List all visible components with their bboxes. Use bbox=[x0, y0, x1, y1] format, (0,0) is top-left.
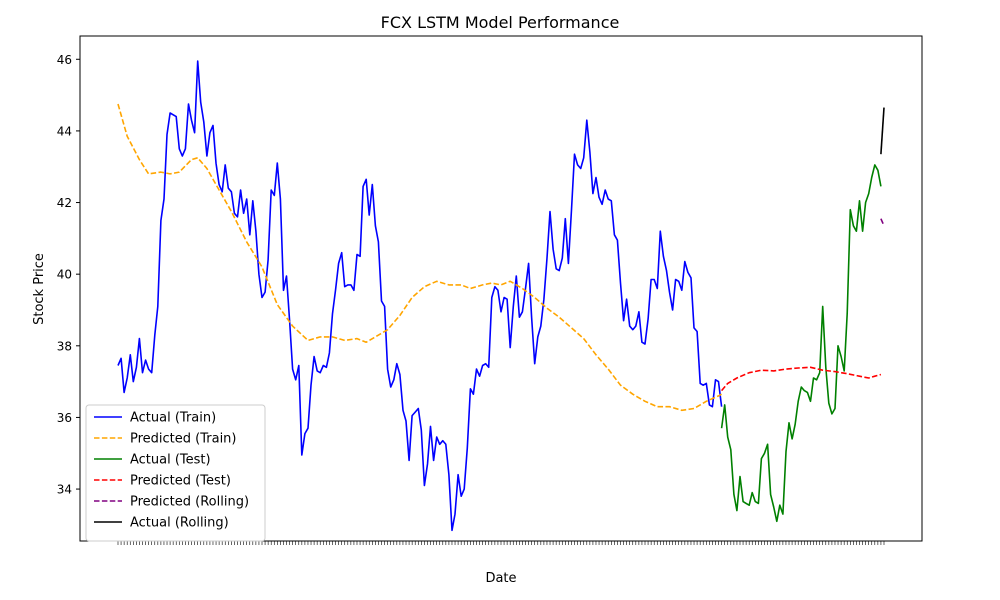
legend-label: Predicted (Test) bbox=[130, 474, 231, 489]
series-layer bbox=[117, 60, 885, 532]
y-tick-label: 36 bbox=[57, 411, 72, 425]
chart-title: FCX LSTM Model Performance bbox=[381, 13, 620, 32]
legend-box bbox=[85, 404, 266, 542]
y-ticks: 34 36 38 40 42 44 46 bbox=[57, 53, 80, 497]
x-axis-label: Date bbox=[485, 571, 516, 586]
legend-label: Actual (Train) bbox=[130, 411, 216, 426]
y-axis-label: Stock Price bbox=[32, 253, 47, 325]
y-tick-label: 46 bbox=[57, 53, 72, 67]
series-line-actual-train bbox=[117, 60, 723, 532]
series-line-actual-test bbox=[720, 164, 882, 523]
legend-label: Actual (Rolling) bbox=[130, 516, 229, 531]
legend: Actual (Train) Predicted (Train) Actual (T… bbox=[85, 404, 266, 542]
y-tick-label: 40 bbox=[57, 268, 72, 282]
series-line-predicted-train bbox=[117, 103, 722, 412]
y-tick-label: 34 bbox=[57, 483, 72, 497]
legend-label: Predicted (Rolling) bbox=[130, 495, 249, 510]
series-line-predicted-test bbox=[720, 366, 882, 392]
y-tick-label: 44 bbox=[57, 124, 72, 138]
plot-frame bbox=[79, 35, 923, 542]
y-tick-label: 38 bbox=[57, 339, 72, 353]
y-tick-label: 42 bbox=[57, 196, 72, 210]
legend-label: Predicted (Train) bbox=[130, 432, 237, 447]
series-line-predicted-rolling bbox=[880, 218, 885, 227]
legend-label: Actual (Test) bbox=[130, 453, 211, 468]
series-line-actual-rolling bbox=[880, 107, 885, 155]
x-ticks bbox=[117, 541, 885, 545]
